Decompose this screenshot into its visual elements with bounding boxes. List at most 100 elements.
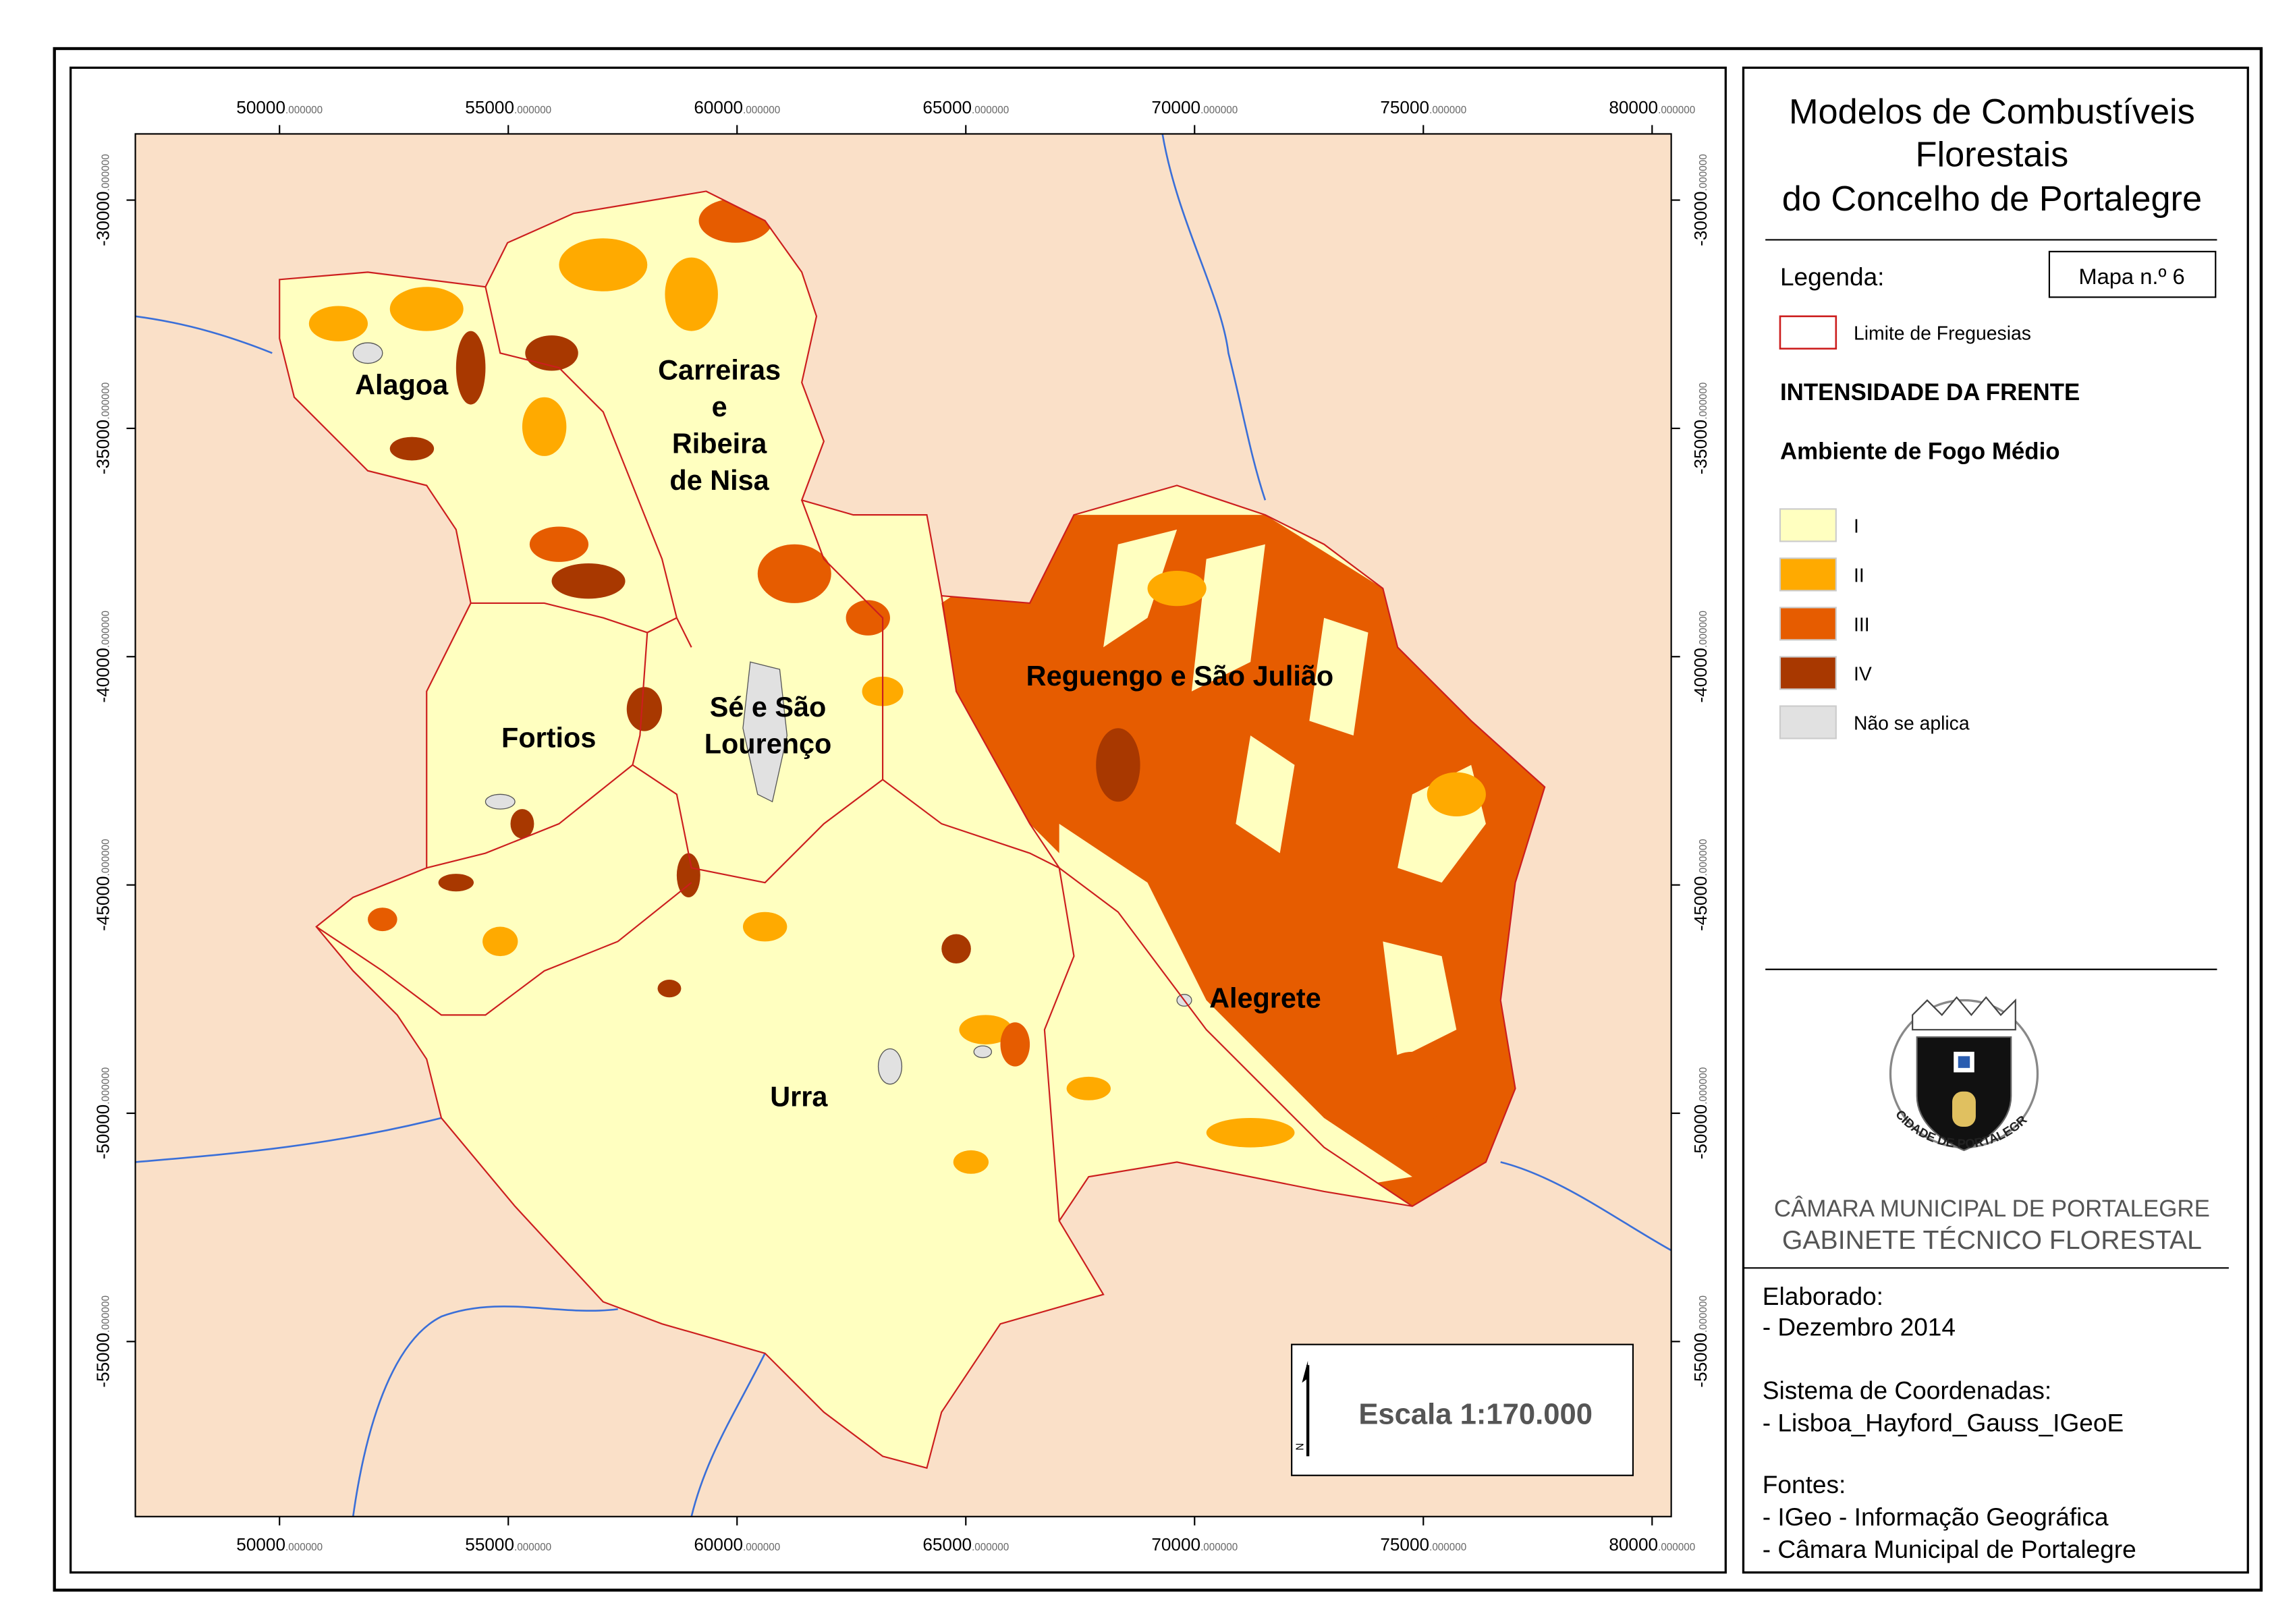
tick-frac: .000000 [972,105,1009,116]
y-tick-label: -55000.000000 [92,1295,113,1388]
tick-main: 65000 [922,97,972,117]
fuel-patch [941,515,1545,1206]
parish-line [1059,867,1413,1207]
tick-main: 70000 [1151,1534,1200,1555]
tick-frac: .000000 [100,1067,111,1104]
tick-main: 80000 [1609,97,1658,117]
river [690,1353,766,1517]
parish-line [316,882,692,1016]
credit-line: Sistema de Coordenadas: [1763,1376,2051,1404]
tick-frac: .000000 [1200,1542,1238,1553]
x-tick-label: 60000.000000 [694,97,780,117]
x-tick-label: 80000.000000 [1609,1534,1695,1555]
tick-frac: .000000 [100,383,111,420]
tick-frac: .000000 [514,105,551,116]
parish-boundaries [279,190,1546,1469]
boundary-label: Limite de Freguesias [1854,323,2031,345]
place-label: Fortios [501,723,596,754]
river [135,315,273,354]
river [352,1305,618,1517]
place-label: Alagoa [355,369,449,400]
legend-label: Não se aplica [1854,712,1970,734]
place-label: de Nisa [669,465,769,496]
map-area: Alagoa Carreiras e Ribeira de Nisa Sé e São Lo… [135,134,1671,1517]
x-tick-label: 55000.000000 [465,97,551,117]
river [135,1117,442,1163]
tick-frac: .000000 [972,1542,1009,1553]
credit-line: - Lisboa_Hayford_Gauss_IGeoE [1763,1408,2124,1436]
y-tick-label: -45000.000000 [92,839,113,931]
legend-swatch [1779,656,1837,690]
tick-frac: .000000 [100,611,111,648]
tick-frac: .000000 [1698,611,1709,648]
tick-main: -50000 [1690,1104,1711,1159]
credit-line: Fontes: [1763,1470,1846,1499]
tick-main: -40000 [1690,648,1711,702]
legend-label: III [1854,614,1870,636]
coordinate-ticks: 50000.00000050000.00000055000.0000005500… [92,97,1711,1555]
place-label: e [712,391,727,422]
parish-line [632,632,1060,884]
legend-swatch [1779,508,1837,542]
tick-frac: .000000 [1698,1295,1709,1333]
x-tick-label: 50000.000000 [236,1534,323,1555]
tick-main: -55000 [1690,1333,1711,1387]
title-line: Modelos de Combustíveis [1789,92,2195,132]
x-tick-label: 65000.000000 [922,1534,1009,1555]
y-tick-label: -35000.000000 [1690,383,1711,475]
credit-line: - Câmara Municipal de Portalegre [1763,1535,2136,1563]
org-line: GABINETE TÉCNICO FLORESTAL [1782,1225,2202,1255]
credit-line: - Dezembro 2014 [1763,1313,1956,1341]
title-line: do Concelho de Portalegre [1782,179,2202,219]
tick-frac: .000000 [1698,154,1709,191]
x-tick-label: 75000.000000 [1380,1534,1466,1555]
map-frame [134,133,1672,1517]
tick-frac: .000000 [100,154,111,191]
parish-line [470,602,678,634]
tick-frac: .000000 [1698,839,1709,876]
tick-main: -30000 [92,191,113,246]
tick-frac: .000000 [1658,1542,1695,1553]
outer-frame [53,47,2263,1592]
tick-frac: .000000 [743,1542,780,1553]
north-label: N [1295,1443,1306,1451]
x-tick-label: 70000.000000 [1151,1534,1238,1555]
fuel-patches [308,198,1545,1206]
legend-swatch [1779,557,1837,592]
tick-frac: .000000 [1658,105,1695,116]
place-label: Ribeira [672,428,767,459]
tick-frac: .000000 [1200,105,1238,116]
tick-main: -55000 [92,1333,113,1387]
tick-main: 75000 [1380,97,1429,117]
tick-frac: .000000 [1698,383,1709,420]
boundary-swatch [1779,315,1837,350]
y-tick-label: -30000.000000 [1690,154,1711,246]
rivers [135,134,1671,1517]
place-label: Lourenço [704,728,832,759]
y-tick-label: -35000.000000 [92,383,113,475]
parish-line [426,764,634,869]
class-iv [389,331,1140,998]
map-number-box [2048,250,2217,298]
river [1500,1161,1671,1252]
x-tick-label: 80000.000000 [1609,97,1695,117]
x-tick-label: 75000.000000 [1380,97,1466,117]
place-label: Reguengo e São Julião [1026,661,1334,692]
scale-text: Escala 1:170.000 [1358,1398,1593,1430]
tick-main: -35000 [92,420,113,474]
tick-main: -30000 [1690,191,1711,246]
tick-frac: .000000 [285,105,323,116]
tick-main: 80000 [1609,1534,1658,1555]
x-tick-label: 50000.000000 [236,97,323,117]
place-labels: Alagoa Carreiras e Ribeira de Nisa Sé e São Lo… [355,355,1333,1113]
parish-line [485,286,692,648]
y-tick-label: -30000.000000 [92,154,113,246]
tick-frac: .000000 [514,1542,551,1553]
tick-main: 55000 [465,1534,514,1555]
place-label: Sé e São [710,692,827,723]
title-line: Florestais [1916,135,2069,174]
tick-main: 65000 [922,1534,972,1555]
map-panel [70,66,1727,1574]
